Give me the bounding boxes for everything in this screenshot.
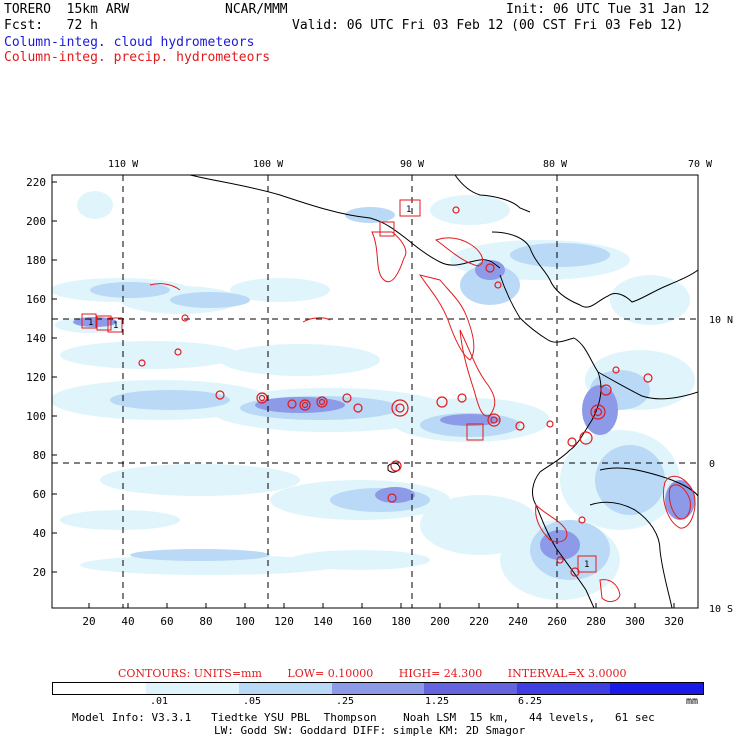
lon-label: 90 W [400,159,425,170]
y-tick-label: 60 [33,488,46,501]
x-tick-label: 120 [274,615,294,628]
lon-label: 100 W [253,159,284,170]
y-tick-label: 100 [26,410,46,423]
coastlines [189,175,698,608]
init-time: Init: 06 UTC Tue 31 Jan 12 [506,2,710,17]
x-tick-label: 280 [586,615,606,628]
model-title: TORERO 15km ARW [4,2,130,17]
model-info-2: LW: Godd SW: Goddard DIFF: simple KM: 2D… [214,724,526,737]
y-tick-label: 20 [33,566,46,579]
plot-frame [51,174,699,609]
x-tick-label: 20 [82,615,95,628]
lat-lon-grid [52,175,698,608]
colorbar-swatch [145,683,239,694]
box-label: 1 [113,321,118,331]
y-tick-label: 140 [26,332,46,345]
box-label: 1 [584,560,589,570]
y-tick-label: 40 [33,527,46,540]
colorbar-swatch [517,683,611,694]
colorbar-swatch [331,683,425,694]
colorbar [52,682,704,695]
y-tick-label: 80 [33,449,46,462]
x-tick-label: 40 [121,615,134,628]
colorbar-tick: 1.25 [425,696,450,707]
cloud-field-label: Column-integ. cloud hydrometeors [4,35,255,50]
forecast-hour: Fcst: 72 h [4,18,98,33]
precip-boxes [81,199,597,573]
lon-label: 110 W [108,159,139,170]
y-tick-label: 120 [26,371,46,384]
x-tick-label: 320 [664,615,684,628]
colorbar-tick: .25 [336,696,355,707]
x-tick-label: 100 [235,615,255,628]
contours-units: CONTOURS: UNITS=mm [118,667,262,680]
box-label: 1 [406,205,411,215]
colorbar-swatch [610,683,704,694]
contours-low: LOW= 0.10000 [287,667,374,680]
x-tick-label: 200 [430,615,450,628]
model-info: Model Info: V3.3.1 Tiedtke YSU PBL Thomp… [72,711,655,724]
colorbar-tick: 6.25 [518,696,543,707]
contours-interval: INTERVAL=X 3.0000 [507,667,627,680]
y-tick-label: 160 [26,293,46,306]
precip-field-label: Column-integ. precip. hydrometeors [4,50,271,65]
lat-label: 10 S [709,604,733,615]
x-tick-label: 300 [625,615,645,628]
colorbar-tick: .05 [243,696,262,707]
colorbar-tick: .01 [150,696,169,707]
lon-label: 80 W [543,159,568,170]
lat-label: 0 [709,459,715,470]
x-tick-label: 260 [547,615,567,628]
x-tick-label: 240 [508,615,528,628]
colorbar-units: mm [686,696,699,707]
precip-cells [138,206,653,577]
x-tick-label: 140 [313,615,333,628]
valid-time: Valid: 06 UTC Fri 03 Feb 12 (00 CST Fri … [292,18,684,33]
colorbar-swatch [424,683,518,694]
y-tick-label: 220 [26,176,46,189]
colorbar-swatch [53,683,146,694]
contours-info: CONTOURS: UNITS=mm LOW= 0.10000 HIGH= 24… [118,667,649,680]
x-tick-label: 160 [352,615,372,628]
x-tick-label: 60 [160,615,173,628]
colorbar-swatch [238,683,332,694]
contours-high: HIGH= 24.300 [398,667,483,680]
lat-label: 10 N [709,315,733,326]
x-tick-label: 220 [469,615,489,628]
x-tick-label: 80 [199,615,212,628]
center-label: NCAR/MMM [225,2,288,17]
y-tick-label: 200 [26,215,46,228]
y-tick-label: 180 [26,254,46,267]
x-tick-label: 180 [391,615,411,628]
lon-label: 70 W [688,159,713,170]
box-label: 1 [88,318,93,328]
